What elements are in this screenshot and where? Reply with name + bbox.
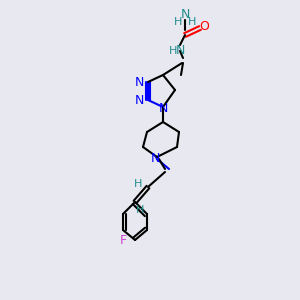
Text: N: N bbox=[135, 76, 144, 88]
Text: N: N bbox=[150, 152, 160, 164]
Text: N: N bbox=[175, 44, 185, 58]
Text: H: H bbox=[169, 46, 177, 56]
Text: H: H bbox=[134, 179, 142, 189]
Text: N: N bbox=[135, 94, 144, 106]
Text: H: H bbox=[174, 17, 182, 27]
Text: N: N bbox=[158, 103, 168, 116]
Text: H: H bbox=[136, 205, 144, 215]
Text: O: O bbox=[199, 20, 209, 34]
Text: H: H bbox=[188, 17, 196, 27]
Text: N: N bbox=[180, 8, 190, 22]
Text: F: F bbox=[119, 233, 127, 247]
